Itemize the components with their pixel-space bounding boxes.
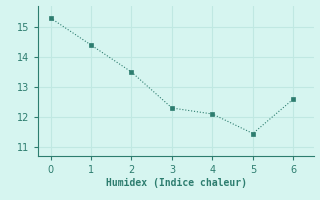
X-axis label: Humidex (Indice chaleur): Humidex (Indice chaleur) [106, 178, 246, 188]
